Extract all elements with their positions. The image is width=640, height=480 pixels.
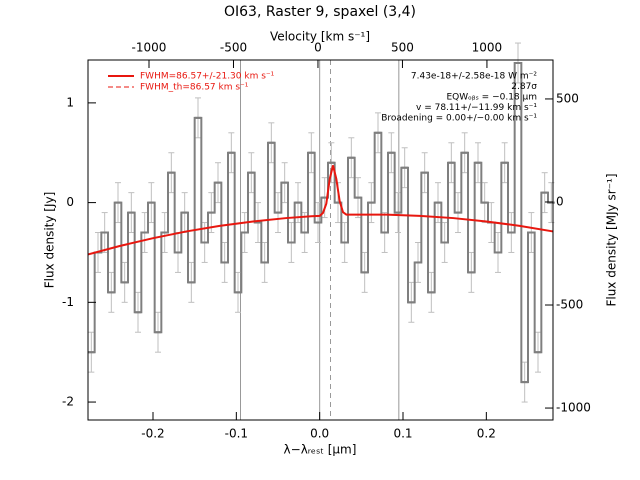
x-tick-label: -0.1: [225, 427, 248, 441]
y2-tick-label: -1000: [556, 401, 591, 415]
y2-tick-label: -500: [556, 298, 583, 312]
x-tick-label: 0.2: [477, 427, 496, 441]
x-tick-label: -0.2: [141, 427, 164, 441]
y-tick-label: 1: [66, 95, 74, 109]
plot-frame: [87, 59, 554, 421]
x-axis-label: λ−λᵣₑₛₜ [μm]: [284, 443, 357, 457]
x2-tick-label: 0: [314, 41, 322, 55]
y2-tick-label: 500: [556, 91, 579, 105]
y2-tick-label: 0: [556, 194, 564, 208]
x2-tick-label: -1000: [132, 41, 167, 55]
y-tick-label: -1: [62, 295, 74, 309]
annotation: 2.87σ: [511, 82, 537, 92]
x2-axis-label: Velocity [km s⁻¹]: [270, 30, 370, 44]
x-tick-label: 0.1: [393, 427, 412, 441]
x2-tick-label: -500: [220, 41, 247, 55]
annotation: EQWₒᵦₛ = −0.18 μm: [446, 93, 537, 103]
x-tick-label: 0.0: [310, 427, 329, 441]
legend-label: FWHM=86.57+/-21.30 km s⁻¹: [140, 72, 275, 82]
spectrum-connector: [88, 61, 555, 384]
y-tick-label: 0: [66, 195, 74, 209]
chart-title: OI63, Raster 9, spaxel (3,4): [224, 4, 416, 20]
annotation: Broadening = 0.00+/−0.00 km s⁻¹: [381, 114, 537, 124]
legend-label: FWHM_th=86.57 km s⁻¹: [140, 83, 249, 93]
y-axis-label: Flux density [Jy]: [43, 192, 57, 289]
x2-tick-label: 500: [391, 41, 414, 55]
y2-axis-label: Flux density [MJy sr⁻¹]: [605, 173, 619, 306]
x2-tick-label: 1000: [472, 41, 503, 55]
y-tick-label: -2: [62, 395, 74, 409]
annotation: v = 78.11+/−11.99 km s⁻¹: [416, 103, 537, 113]
annotation: 7.43e-18+/-2.58e-18 W m⁻²: [411, 72, 538, 82]
fit-line: [87, 165, 554, 256]
